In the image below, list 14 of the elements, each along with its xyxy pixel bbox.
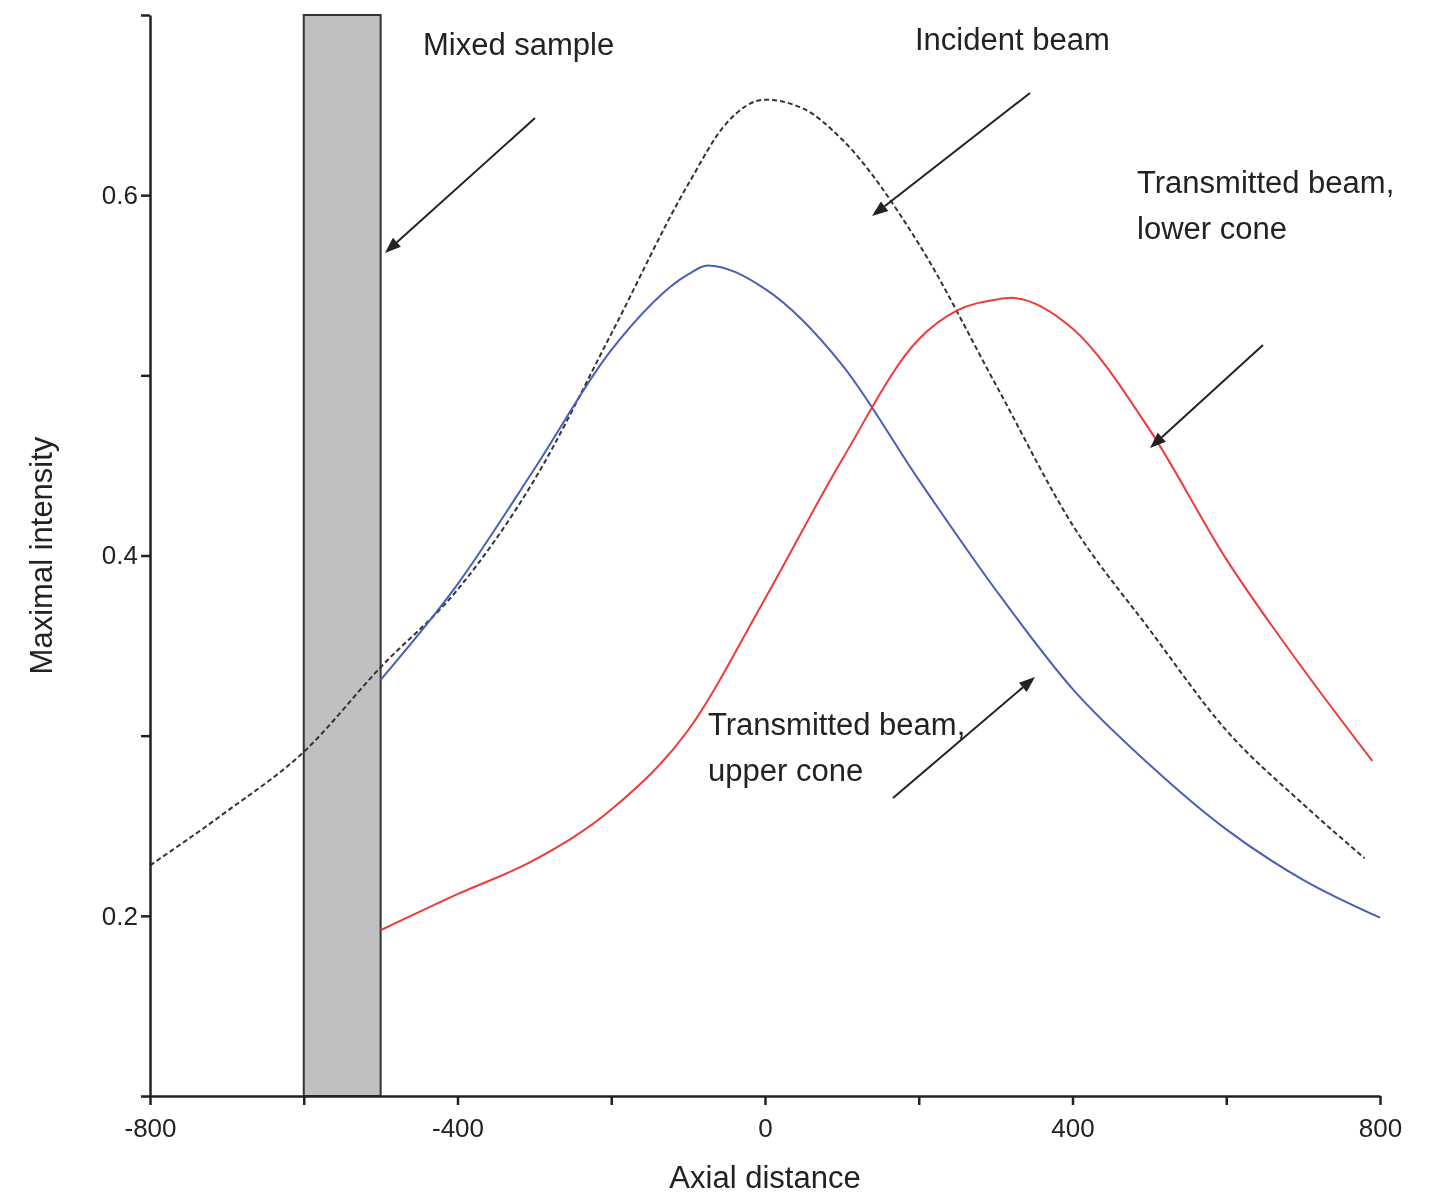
annotation: Transmitted beam, lower cone [1137, 165, 1395, 246]
y-axis-title: Maximal intensity [24, 436, 59, 675]
annotation: Mixed sample [423, 27, 615, 62]
annotation: Incident beam [915, 22, 1110, 57]
x-tick-label: 400 [1051, 1112, 1095, 1143]
x-tick-label: -800 [124, 1112, 177, 1143]
annotation: Transmitted beam, upper cone [708, 707, 966, 788]
y-tick-label: 0.6 [101, 179, 138, 210]
x-tick-label: 800 [1358, 1112, 1403, 1143]
x-axis-title: Axial distance [669, 1160, 861, 1195]
x-tick-label: -400 [431, 1112, 485, 1143]
x-tick-label: 0 [758, 1112, 773, 1143]
y-tick-label: 0.4 [101, 540, 138, 571]
y-tick-label: 0.2 [101, 900, 138, 931]
